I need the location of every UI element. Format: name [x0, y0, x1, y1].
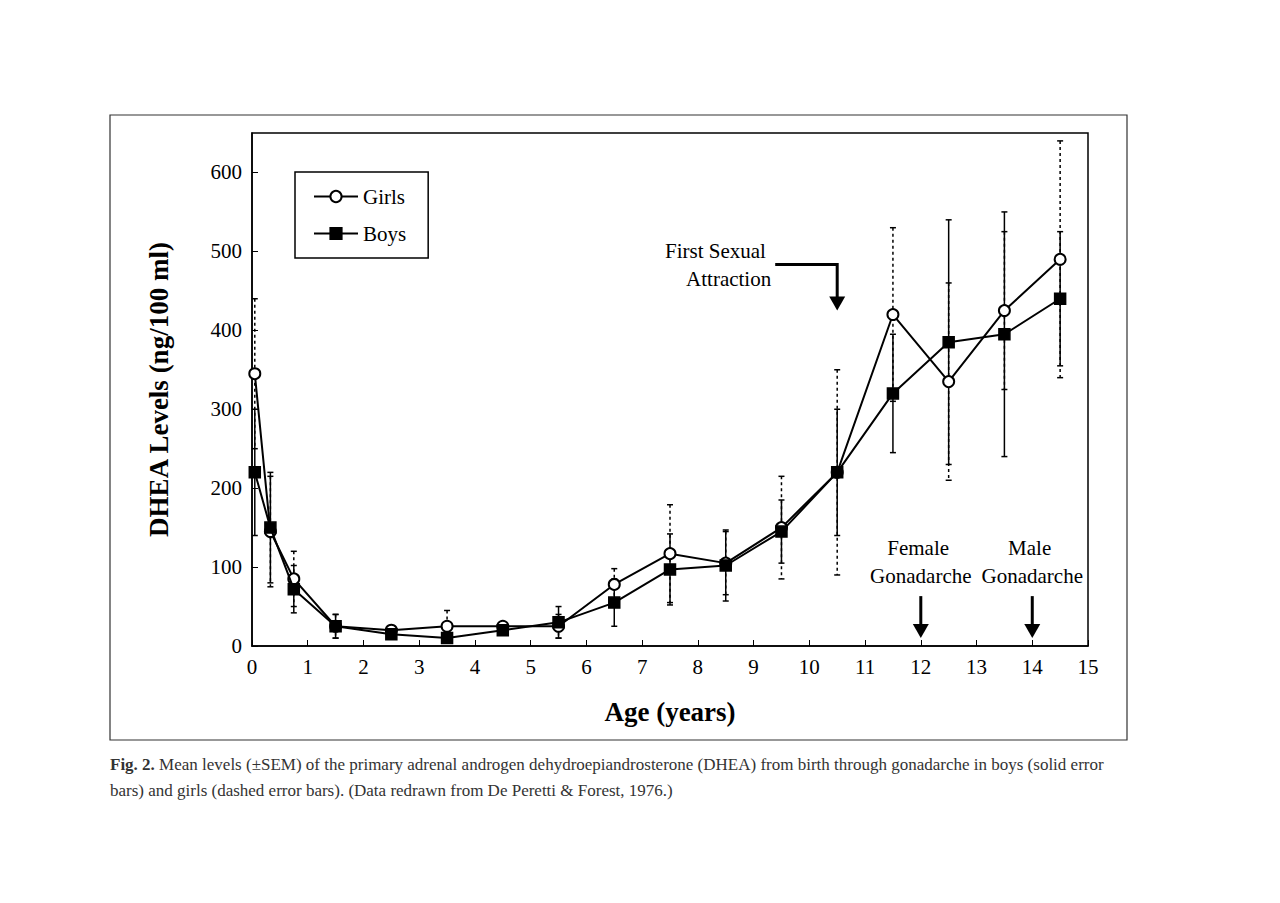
svg-text:500: 500 — [211, 239, 243, 263]
svg-text:Male: Male — [1008, 536, 1056, 560]
svg-text:15: 15 — [1078, 655, 1099, 679]
svg-text:0: 0 — [232, 634, 243, 658]
svg-text:Age (years): Age (years) — [604, 697, 735, 727]
svg-text:Boys: Boys — [363, 222, 406, 246]
svg-text:300: 300 — [211, 397, 243, 421]
svg-text:7: 7 — [637, 655, 648, 679]
svg-text:2: 2 — [358, 655, 369, 679]
svg-text:9: 9 — [748, 655, 759, 679]
svg-text:10: 10 — [799, 655, 820, 679]
svg-text:0: 0 — [247, 655, 258, 679]
svg-text:First Sexual: First Sexual — [665, 239, 771, 263]
svg-text:Attraction: Attraction — [686, 267, 772, 291]
svg-text:14: 14 — [1022, 655, 1044, 679]
svg-text:4: 4 — [470, 655, 481, 679]
svg-text:13: 13 — [966, 655, 987, 679]
svg-text:400: 400 — [211, 318, 243, 342]
svg-text:200: 200 — [211, 476, 243, 500]
svg-text:Gonadarche: Gonadarche — [982, 564, 1083, 588]
svg-text:6: 6 — [581, 655, 592, 679]
html-text:Fig. 2. Mean levels (±SEM) of: Fig. 2. Mean levels (±SEM) of the primar… — [110, 755, 1104, 800]
svg-text:3: 3 — [414, 655, 425, 679]
svg-text:600: 600 — [211, 160, 243, 184]
svg-text:1: 1 — [302, 655, 313, 679]
svg-text:12: 12 — [910, 655, 931, 679]
svg-text:11: 11 — [855, 655, 875, 679]
svg-text:Female: Female — [887, 536, 954, 560]
svg-text:Girls: Girls — [363, 185, 405, 209]
svg-text:8: 8 — [693, 655, 704, 679]
svg-text:100: 100 — [211, 555, 243, 579]
svg-text:5: 5 — [525, 655, 536, 679]
svg-text:DHEA Levels (ng/100 ml): DHEA Levels (ng/100 ml) — [144, 242, 174, 537]
svg-text:Gonadarche: Gonadarche — [870, 564, 971, 588]
